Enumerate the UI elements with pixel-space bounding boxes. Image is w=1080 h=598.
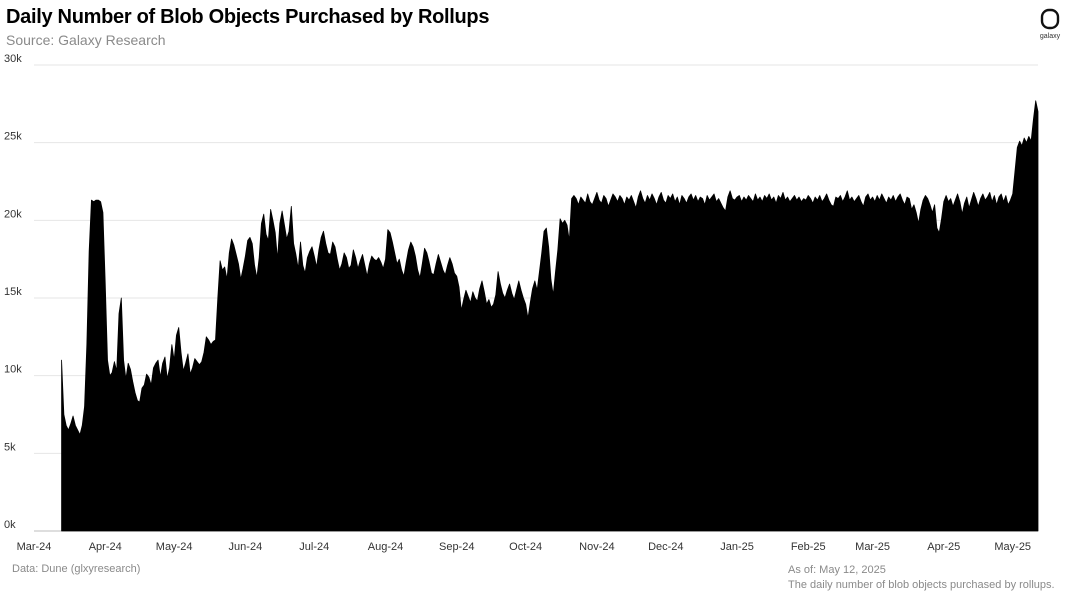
x-tick-label: May-25	[994, 541, 1031, 553]
x-tick-label: Mar-25	[855, 541, 890, 553]
x-tick-label: Jan-25	[720, 541, 754, 553]
y-tick-label: 5k	[4, 441, 16, 453]
x-tick-label: Apr-24	[89, 541, 122, 553]
area-series	[61, 100, 1039, 532]
y-tick-label: 25k	[4, 131, 22, 143]
x-axis: Mar-24 Apr-24 May-24 Jun-24 Jul-24 Aug-24 Sep-…	[17, 541, 1031, 553]
y-tick-label: 30k	[4, 53, 22, 65]
data-source-note: Data: Dune (glxyresearch)	[12, 563, 141, 575]
x-tick-label: Oct-24	[509, 541, 542, 553]
y-tick-label: 20k	[4, 208, 22, 220]
chart-description: The daily number of blob objects purchas…	[788, 579, 1055, 591]
x-tick-label: Aug-24	[368, 541, 403, 553]
x-tick-label: Jul-24	[299, 541, 329, 553]
x-tick-label: Apr-25	[927, 541, 960, 553]
galaxy-logo: galaxy	[1030, 8, 1070, 40]
y-tick-label: 10k	[4, 364, 22, 376]
x-tick-label: Feb-25	[791, 541, 826, 553]
x-tick-label: Jun-24	[229, 541, 263, 553]
footer-notes: As of: May 12, 2025 The daily number of …	[788, 563, 1055, 593]
x-tick-label: May-24	[156, 541, 193, 553]
y-tick-label: 0k	[4, 519, 16, 531]
galaxy-logo-icon	[1040, 8, 1060, 30]
x-tick-label: Mar-24	[17, 541, 52, 553]
chart-subtitle: Source: Galaxy Research	[6, 32, 166, 48]
area-series-0	[61, 100, 1039, 532]
as-of-date: As of: May 12, 2025	[788, 564, 886, 576]
chart-title: Daily Number of Blob Objects Purchased b…	[6, 6, 490, 28]
x-tick-label: Sep-24	[439, 541, 474, 553]
logo-text: galaxy	[1039, 33, 1061, 40]
area-chart: 0k 5k 10k 15k 20k 25k 30k Mar-24 Apr-24 May-24 Ju…	[4, 53, 1039, 553]
x-tick-label: Nov-24	[579, 541, 614, 553]
y-axis: 0k 5k 10k 15k 20k 25k 30k	[4, 53, 22, 531]
y-tick-label: 15k	[4, 286, 22, 298]
x-tick-label: Dec-24	[648, 541, 683, 553]
